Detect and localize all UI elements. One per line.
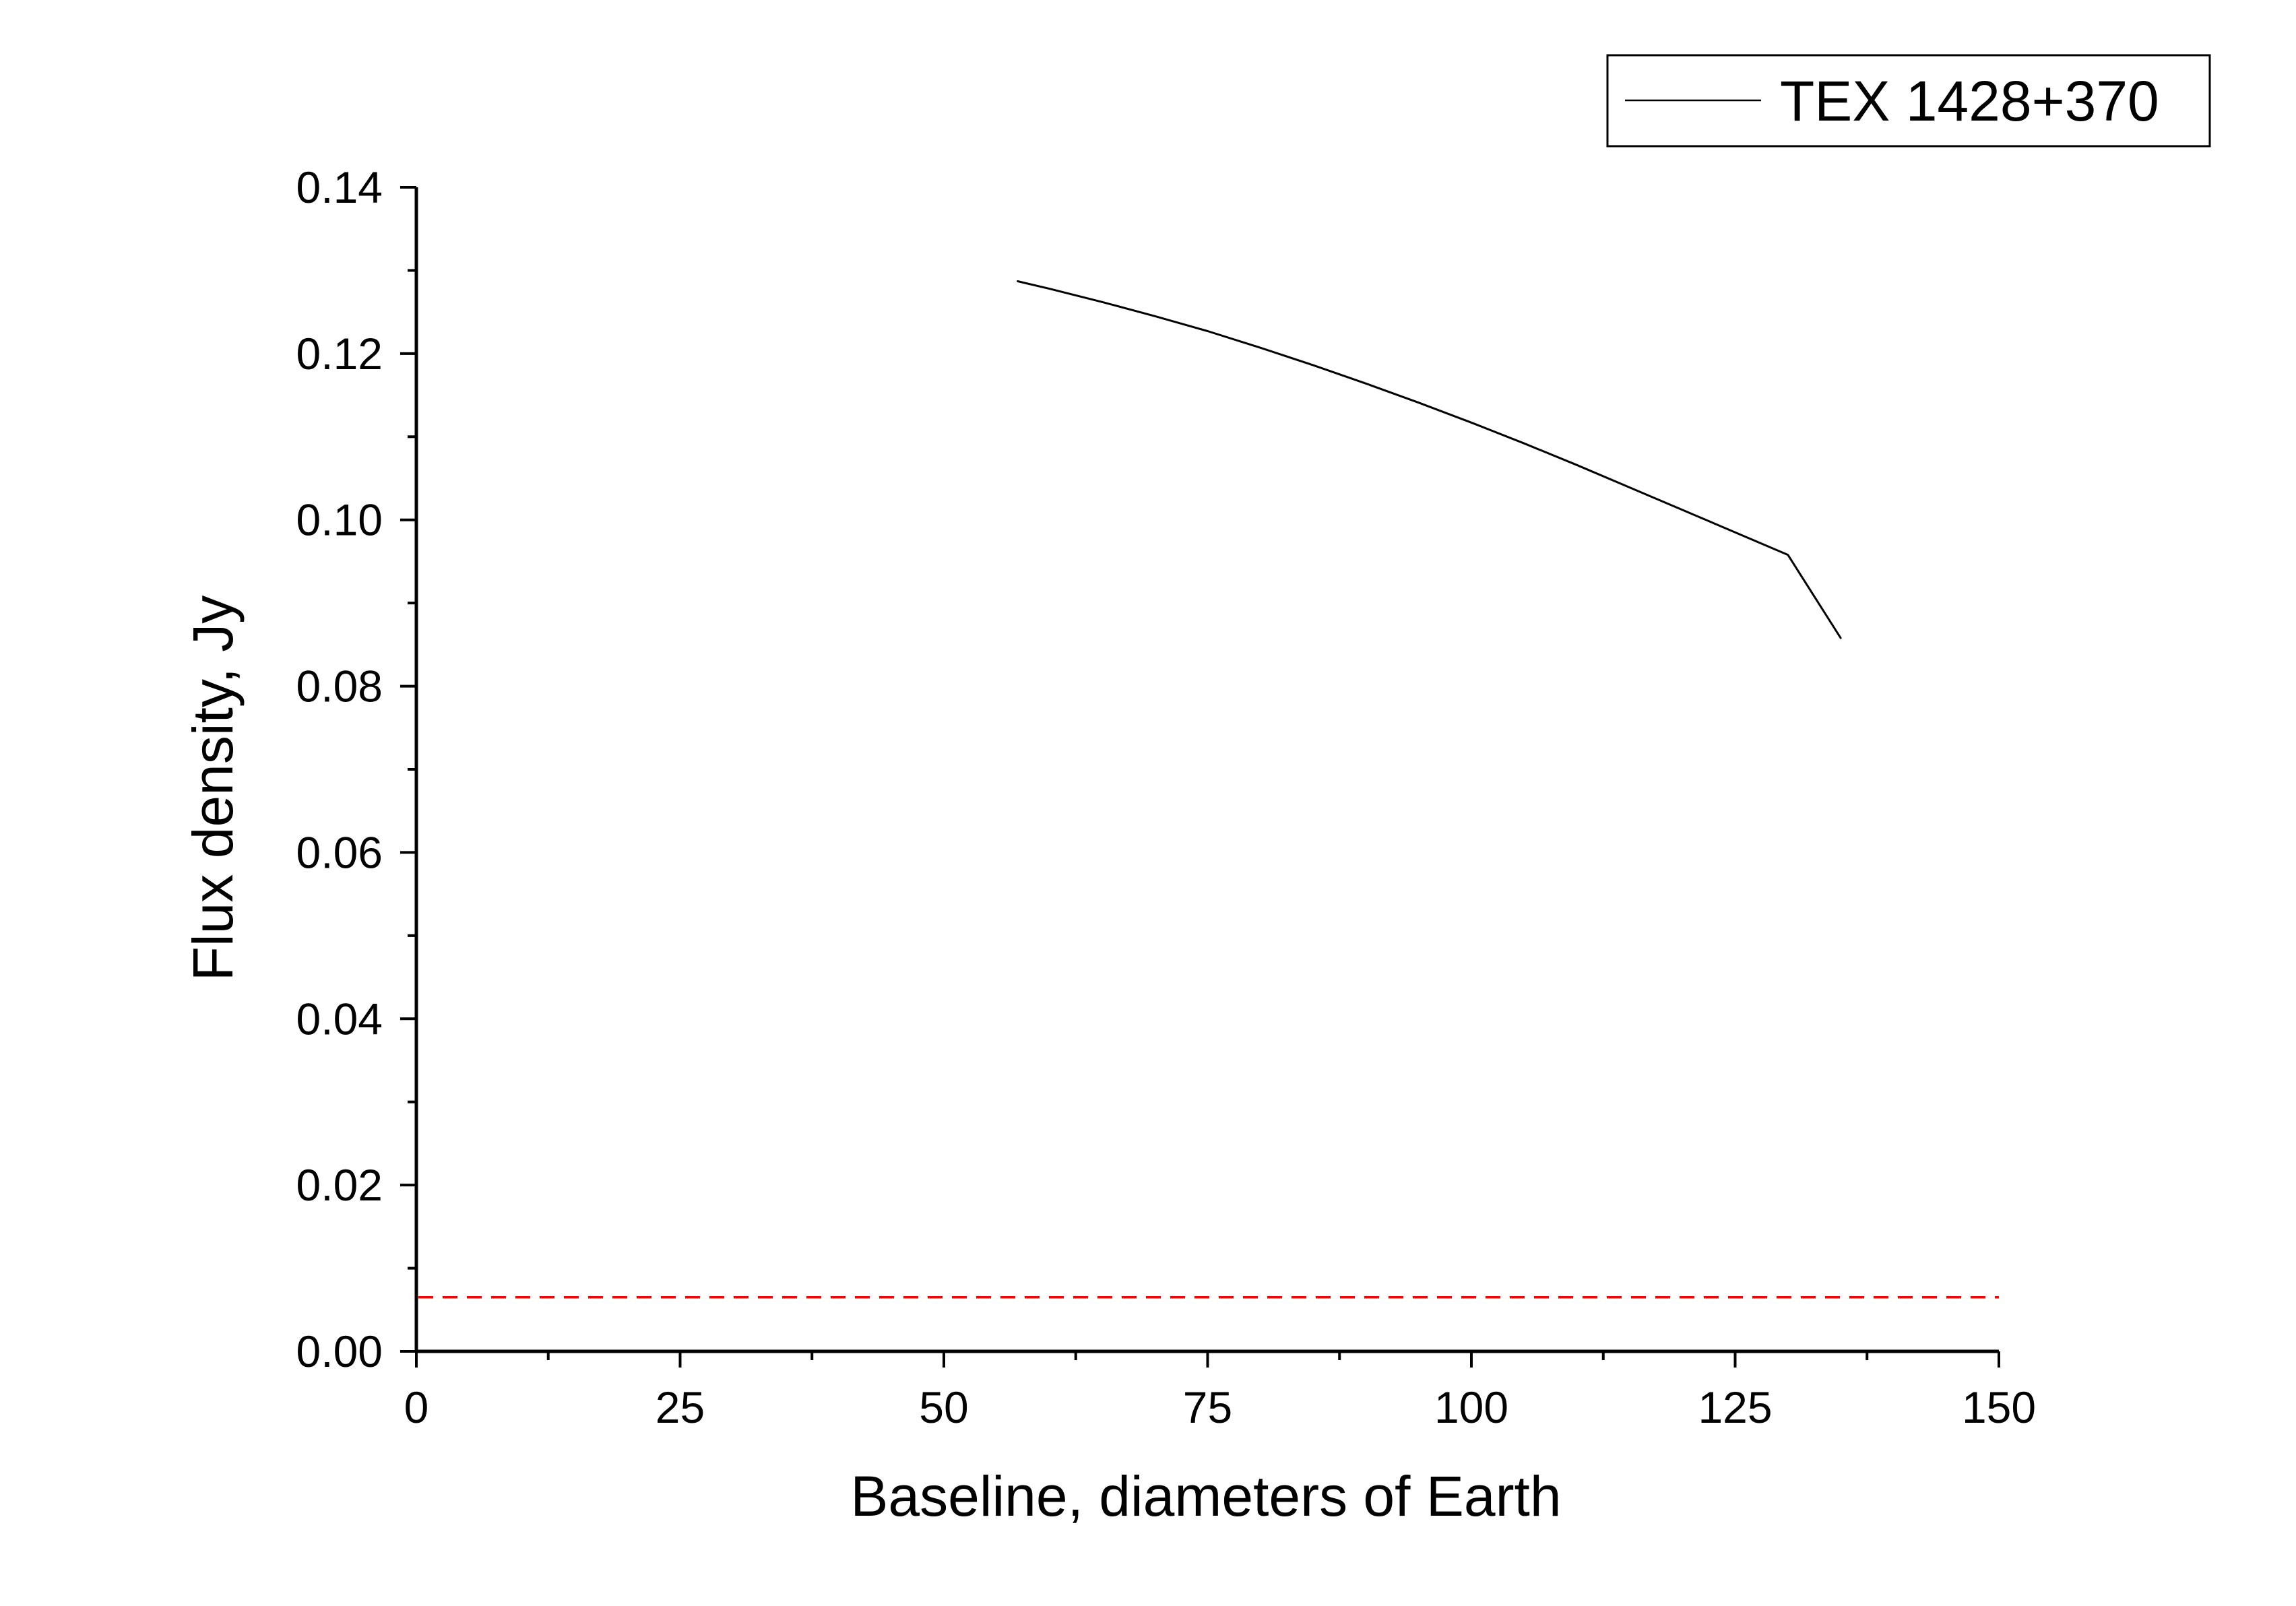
axis-labels: Baseline, diameters of Earth Flux densit… — [181, 596, 1562, 1528]
x-tick-label: 25 — [656, 1382, 705, 1432]
y-tick-label: 0.00 — [296, 1326, 383, 1376]
legend-entry: TEX 1428+370 — [1780, 69, 2159, 133]
y-tick-label: 0.02 — [296, 1160, 383, 1210]
y-tick-label: 0.04 — [296, 994, 383, 1043]
x-tick-label: 75 — [1183, 1382, 1232, 1432]
y-tick-label: 0.10 — [296, 495, 383, 545]
x-axis-label: Baseline, diameters of Earth — [850, 1465, 1561, 1528]
y-axis-label: Flux density, Jy — [181, 596, 245, 982]
x-tick-label: 100 — [1434, 1382, 1508, 1432]
y-tick-label: 0.08 — [296, 662, 383, 711]
axes: 0.00 0.02 0.04 0.06 0.08 0.10 0.12 0.14 0 25 50 75 1… — [296, 162, 2037, 1432]
x-tick-label: 125 — [1698, 1382, 1772, 1432]
series-line-tex-1428-370 — [1017, 280, 1842, 639]
y-tick-label: 0.12 — [296, 329, 383, 379]
x-tick-label: 0 — [404, 1382, 429, 1432]
y-tick-label: 0.06 — [296, 827, 383, 877]
legend: TEX 1428+370 — [1606, 54, 2211, 148]
x-tick-label: 50 — [919, 1382, 968, 1432]
series — [1017, 280, 1842, 639]
x-tick-label: 150 — [1962, 1382, 2036, 1432]
y-tick-label: 0.14 — [296, 162, 383, 212]
